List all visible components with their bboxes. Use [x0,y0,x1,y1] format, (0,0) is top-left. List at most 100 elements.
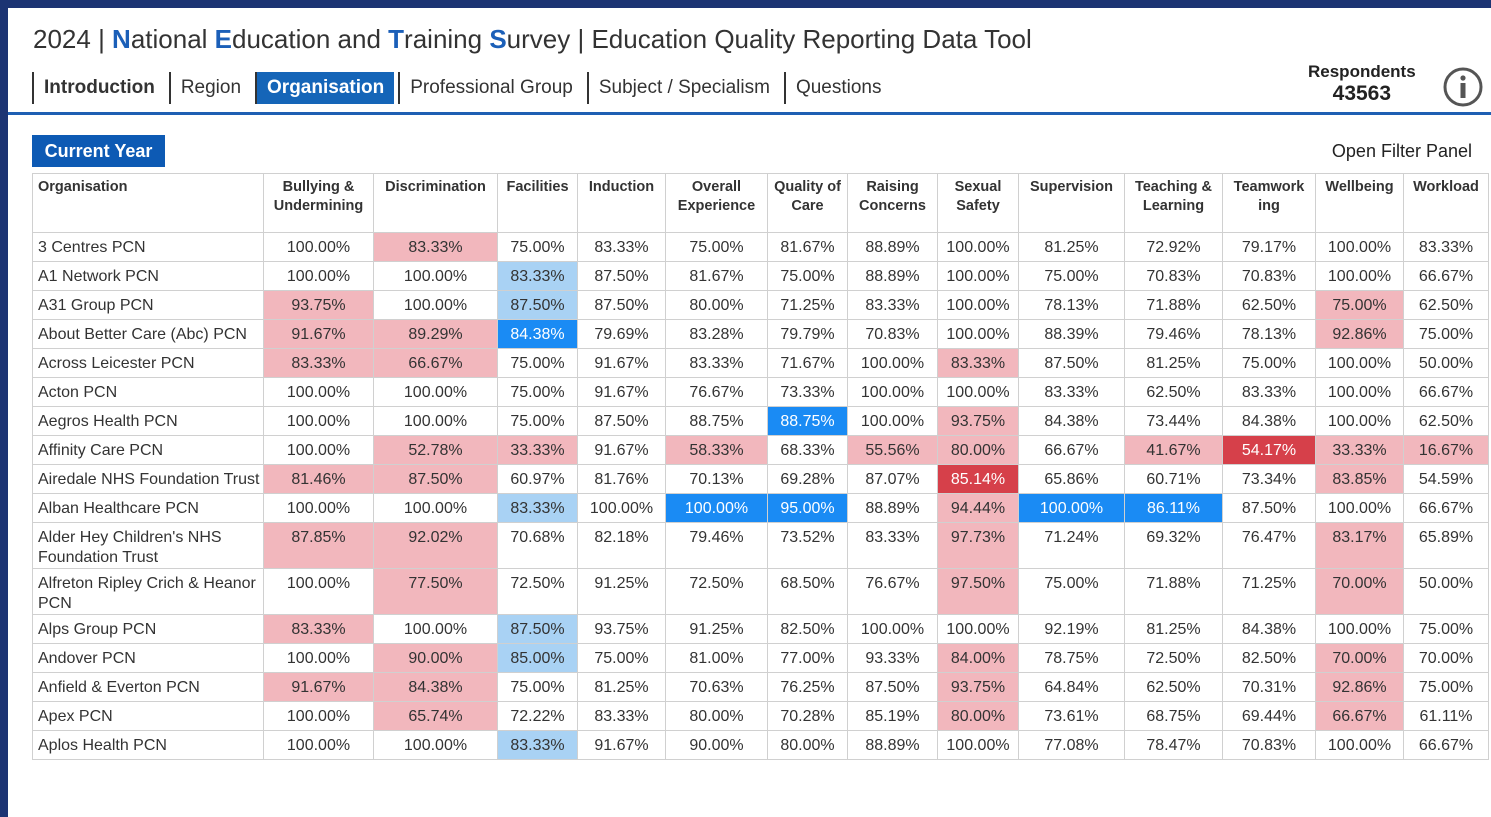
value-cell: 100.00% [1315,377,1404,407]
value-cell: 50.00% [1403,348,1489,378]
value-cell: 100.00% [937,290,1019,320]
value-cell: 68.33% [767,435,848,465]
value-cell: 91.67% [577,377,666,407]
table-row: Alps Group PCN 83.33% 100.00% 87.50% 93.75% 9… [32,614,1489,644]
value-cell: 88.89% [847,730,938,760]
nav-tab[interactable]: Introduction [32,72,165,104]
header-rule [8,112,1491,115]
value-cell: 58.33% [665,435,768,465]
value-cell: 87.50% [1222,493,1316,523]
value-cell: 70.00% [1403,643,1489,673]
value-cell: 83.85% [1315,464,1404,494]
value-cell: 88.75% [665,406,768,436]
info-icon[interactable] [1442,66,1484,108]
value-cell: 72.22% [497,701,578,731]
value-cell: 100.00% [263,493,374,523]
value-cell: 65.89% [1403,522,1489,569]
value-cell: 79.69% [577,319,666,349]
value-cell: 100.00% [847,377,938,407]
value-cell: 83.33% [497,493,578,523]
value-cell: 70.63% [665,672,768,702]
value-cell: 50.00% [1403,568,1489,615]
nav-tab[interactable]: Questions [783,72,892,104]
value-cell: 66.67% [1315,701,1404,731]
value-cell: 85.14% [937,464,1019,494]
value-cell: 87.07% [847,464,938,494]
value-cell: 70.31% [1222,672,1316,702]
value-cell: 71.88% [1124,568,1223,615]
value-cell: 65.74% [373,701,498,731]
value-cell: 75.00% [1018,261,1125,291]
value-cell: 65.86% [1018,464,1125,494]
value-cell: 91.67% [577,435,666,465]
value-cell: 93.33% [847,643,938,673]
value-cell: 81.46% [263,464,374,494]
value-cell: 100.00% [373,406,498,436]
value-cell: 87.50% [847,672,938,702]
value-cell: 100.00% [1315,348,1404,378]
value-cell: 72.92% [1124,232,1223,262]
value-cell: 100.00% [937,261,1019,291]
value-cell: 81.67% [665,261,768,291]
value-cell: 80.00% [665,290,768,320]
organisation-cell: Aplos Health PCN [32,730,264,760]
column-header: Wellbeing [1315,173,1404,233]
column-header: Induction [577,173,666,233]
value-cell: 81.25% [577,672,666,702]
title-part: N [112,24,131,54]
value-cell: 78.75% [1018,643,1125,673]
value-cell: 54.17% [1222,435,1316,465]
column-header: Teaching & Learning [1124,173,1223,233]
value-cell: 81.25% [1124,348,1223,378]
value-cell: 92.86% [1315,672,1404,702]
value-cell: 69.44% [1222,701,1316,731]
value-cell: 71.24% [1018,522,1125,569]
table-row: About Better Care (Abc) PCN 91.67% 89.29% 8… [32,319,1489,349]
nav-tab[interactable]: Professional Group [398,72,583,104]
value-cell: 100.00% [1315,406,1404,436]
value-cell: 62.50% [1403,406,1489,436]
value-cell: 66.67% [1403,261,1489,291]
value-cell: 83.33% [577,232,666,262]
value-cell: 100.00% [263,377,374,407]
nav-tab[interactable]: Subject / Specialism [586,72,780,104]
value-cell: 100.00% [1315,493,1404,523]
value-cell: 73.34% [1222,464,1316,494]
value-cell: 88.89% [847,232,938,262]
organisation-cell: Apex PCN [32,701,264,731]
value-cell: 100.00% [937,232,1019,262]
value-cell: 85.19% [847,701,938,731]
value-cell: 70.83% [847,319,938,349]
value-cell: 92.86% [1315,319,1404,349]
value-cell: 75.00% [1403,614,1489,644]
value-cell: 100.00% [373,614,498,644]
value-cell: 100.00% [937,730,1019,760]
title-part: 2024 | [33,24,113,54]
value-cell: 71.25% [767,290,848,320]
nav-tab[interactable]: Organisation [255,72,395,104]
filter-link[interactable]: Open Filter Panel [1331,141,1472,161]
title-part: ational [130,24,215,54]
value-cell: 81.67% [767,232,848,262]
value-cell: 69.32% [1124,522,1223,569]
organisation-cell: Aegros Health PCN [32,406,264,436]
value-cell: 73.61% [1018,701,1125,731]
current-year-button[interactable]: Current Year [32,135,165,167]
app: 2024 | National Education and Training S… [8,8,1491,817]
value-cell: 72.50% [1124,643,1223,673]
value-cell: 100.00% [1018,493,1125,523]
value-cell: 83.33% [1403,232,1489,262]
value-cell: 83.33% [497,261,578,291]
value-cell: 33.33% [1315,435,1404,465]
value-cell: 79.17% [1222,232,1316,262]
value-cell: 41.67% [1124,435,1223,465]
value-cell: 88.89% [847,493,938,523]
value-cell: 64.84% [1018,672,1125,702]
nav-tab[interactable]: Region [168,72,251,104]
column-header: Sexual Safety [937,173,1019,233]
value-cell: 100.00% [1315,261,1404,291]
organisation-cell: 3 Centres PCN [32,232,264,262]
value-cell: 100.00% [263,730,374,760]
value-cell: 87.50% [497,290,578,320]
value-cell: 81.25% [1124,614,1223,644]
